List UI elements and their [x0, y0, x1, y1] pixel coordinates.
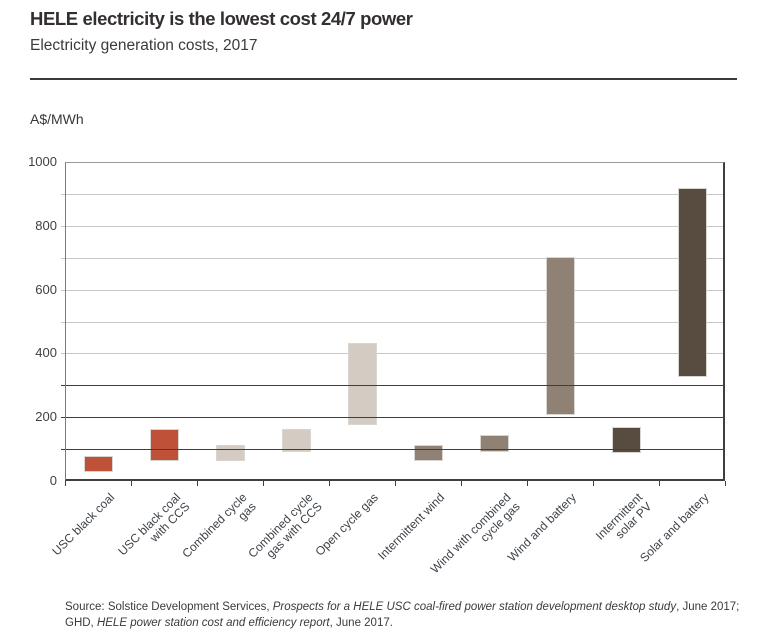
gridline-300	[66, 385, 723, 387]
x-axis-category-label-combined-cycle-gas-with-ccs: Combined cycle gas with CCS	[245, 490, 324, 569]
x-axis-tick-10	[725, 481, 726, 486]
header-divider	[30, 78, 737, 80]
x-axis-tick-5	[395, 481, 396, 486]
y-axis-tick-400	[61, 353, 65, 355]
x-axis-label-line: Open cycle gas	[312, 490, 382, 559]
gridline-900	[66, 193, 723, 195]
x-axis-label-line: Combined cycle	[178, 490, 250, 561]
x-axis-category-label-usc-black-coal: USC black coal	[49, 490, 118, 559]
gridline-400	[66, 353, 723, 355]
bar-combined-cycle-gas	[215, 444, 245, 462]
y-axis-tick-label-400: 400	[35, 345, 57, 361]
x-axis-tick-6	[461, 481, 462, 486]
x-axis-tick-8	[593, 481, 594, 486]
bar-usc-black-coal	[83, 456, 113, 473]
bar-wind-with-combined-cycle-gas	[479, 435, 509, 452]
x-axis-label-line: Solar and battery	[636, 490, 712, 565]
source-report-title: Prospects for a HELE USC coal-fired powe…	[272, 601, 677, 613]
x-axis-label-line: Wind and battery	[505, 490, 580, 565]
y-axis-tick-label-0: 0	[49, 473, 57, 488]
page-title: HELE electricity is the lowest cost 24/7…	[30, 8, 413, 29]
y-axis-tick-300	[61, 385, 65, 387]
y-axis-tick-label-800: 800	[35, 217, 57, 233]
x-axis-tick-9	[659, 481, 660, 486]
bar-usc-black-coal-with-ccs	[149, 428, 179, 462]
bar-intermittent-wind	[413, 444, 443, 462]
gridline-200	[66, 417, 723, 419]
x-axis-category-label-usc-black-coal-with-ccs: USC black coal with CCS	[115, 490, 192, 567]
x-axis-category-label-intermittent-solar-pv: Intermittent solar PV	[593, 490, 654, 551]
x-axis-label-line: Intermittent wind	[375, 490, 448, 563]
gridline-100	[66, 449, 723, 451]
gridline-600	[66, 289, 723, 291]
page-subtitle: Electricity generation costs, 2017	[30, 37, 258, 54]
source-text: , June 2017.	[329, 616, 393, 629]
y-axis-tick-800	[61, 225, 65, 227]
x-axis-category-label-open-cycle-gas: Open cycle gas	[312, 490, 382, 559]
y-axis-tick-label-600: 600	[35, 281, 57, 297]
source-text: GHD,	[65, 616, 97, 629]
source-text: Source: Solstice Development Services,	[65, 601, 273, 613]
y-axis-tick-500	[61, 321, 65, 323]
bar-intermittent-solar-pv	[611, 427, 641, 454]
y-axis-tick-label-200: 200	[35, 409, 57, 425]
y-axis-tick-label-1000: 1000	[28, 154, 57, 169]
source-note: Source: Solstice Development Services, P…	[65, 600, 745, 631]
x-axis-category-label-intermittent-wind: Intermittent wind	[375, 490, 448, 563]
x-axis-tick-7	[527, 481, 528, 486]
bar-wind-and-battery	[545, 256, 575, 415]
x-axis-category-label-solar-and-battery: Solar and battery	[636, 490, 712, 565]
source-text: , June 2017;	[676, 601, 740, 613]
x-axis-category-label-wind-and-battery: Wind and battery	[505, 490, 580, 565]
source-report-title: HELE power station cost and efficiency r…	[96, 616, 330, 629]
x-axis-tick-4	[329, 481, 330, 486]
x-axis-label-line: USC black coal	[49, 490, 118, 559]
y-axis-tick-200	[61, 417, 65, 419]
x-axis-tick-2	[197, 481, 198, 486]
y-axis-unit-label: A$/MWh	[30, 111, 84, 127]
gridline-700	[66, 257, 723, 259]
bar-combined-cycle-gas-with-ccs	[281, 428, 311, 452]
y-axis-tick-700	[61, 257, 65, 259]
x-axis-tick-0	[65, 481, 66, 486]
y-axis-tick-600	[61, 289, 65, 291]
gridline-800	[66, 225, 723, 227]
y-axis-tick-100	[61, 449, 65, 451]
y-axis-tick-900	[61, 193, 65, 195]
x-axis-category-label-combined-cycle-gas: Combined cycle gas	[178, 490, 258, 569]
x-axis-tick-3	[263, 481, 264, 486]
bar-solar-and-battery	[677, 188, 707, 377]
gridline-500	[66, 321, 723, 323]
bar-open-cycle-gas	[347, 342, 377, 425]
x-axis-tick-1	[131, 481, 132, 486]
